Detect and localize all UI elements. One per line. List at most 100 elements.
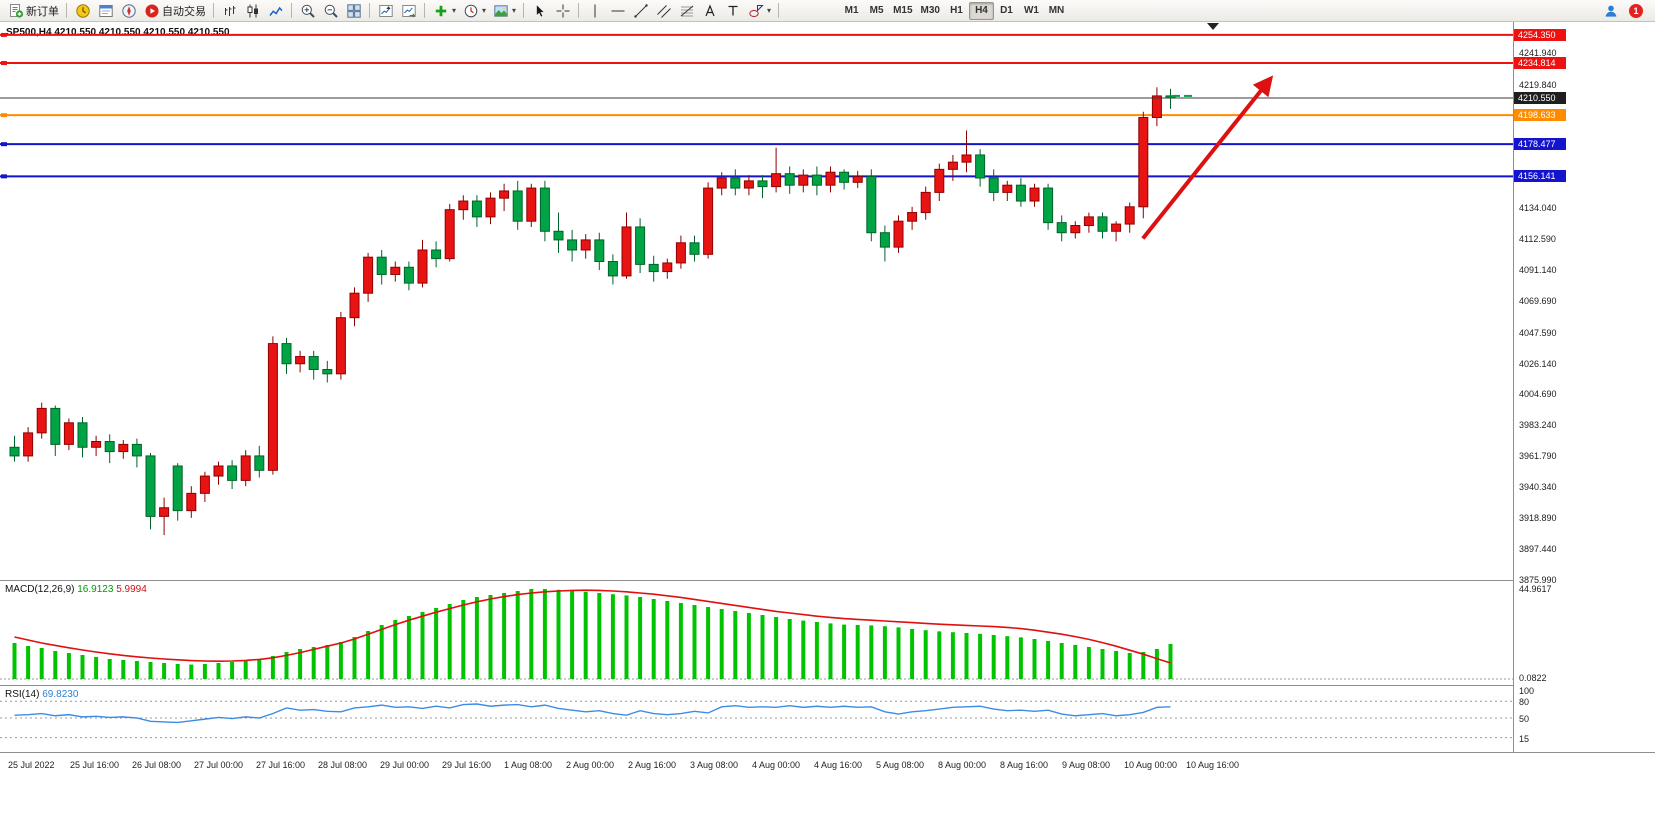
macd-bar bbox=[774, 617, 779, 679]
periods-icon bbox=[462, 2, 479, 19]
indicators-button[interactable]: ▾ bbox=[429, 1, 459, 21]
shapes-button[interactable]: ▾ bbox=[744, 1, 774, 21]
chart-shift-button[interactable] bbox=[374, 1, 397, 21]
timeframe-h1-button[interactable]: H1 bbox=[950, 5, 963, 16]
pivot-line-orange-handle[interactable] bbox=[1, 113, 7, 118]
line-chart-button[interactable] bbox=[264, 1, 287, 21]
notification-badge[interactable]: 1 bbox=[1629, 3, 1643, 18]
macd-panel[interactable]: MACD(12,26,9) 16.9123 5.9994 bbox=[0, 581, 1513, 685]
macd-bar bbox=[828, 623, 833, 679]
crosshair-button[interactable] bbox=[551, 1, 574, 21]
macd-bar bbox=[26, 646, 31, 679]
zoom-out-button[interactable] bbox=[319, 1, 342, 21]
timeframe-m15-button[interactable]: M15 bbox=[893, 5, 913, 16]
resistance-line-lower-handle[interactable] bbox=[1, 61, 7, 66]
vline-button[interactable] bbox=[583, 1, 606, 21]
resistance-line-upper-handle[interactable] bbox=[1, 32, 7, 37]
support-line-upper-handle[interactable] bbox=[1, 142, 7, 147]
time-label: 9 Aug 08:00 bbox=[1062, 760, 1111, 770]
hline-button[interactable] bbox=[606, 1, 629, 21]
main-chart-panel[interactable]: SP500,H4 4210.550 4210.550 4210.550 4210… bbox=[0, 22, 1513, 580]
candle-body bbox=[1124, 206, 1135, 225]
time-axis[interactable]: 25 Jul 2022 25 Jul 16:00 26 Jul 08:00 27 Ju… bbox=[0, 752, 1655, 778]
price-badge-resistance-line-upper: 4254.350 bbox=[1514, 28, 1566, 41]
candle-body bbox=[9, 446, 20, 457]
bar-chart-icon bbox=[221, 2, 238, 19]
trendline-button[interactable] bbox=[629, 1, 652, 21]
candlestick-chart[interactable] bbox=[0, 22, 1513, 580]
rsi-panel[interactable]: RSI(14) 69.8230 bbox=[0, 686, 1513, 752]
timeframe-w1-button[interactable]: W1 bbox=[1023, 5, 1039, 16]
candle-body bbox=[934, 168, 945, 193]
cursor-button[interactable] bbox=[528, 1, 551, 21]
candle-body bbox=[1070, 225, 1081, 234]
price-scale-label: 4026.140 bbox=[1519, 358, 1557, 369]
time-label: 27 Jul 00:00 bbox=[194, 760, 244, 770]
candle-body bbox=[308, 356, 319, 371]
auto-scroll-button[interactable] bbox=[397, 1, 420, 21]
candle-body bbox=[879, 232, 890, 248]
market-watch-button[interactable] bbox=[71, 1, 94, 21]
macd-bar bbox=[352, 637, 357, 679]
timeframe-m5-button[interactable]: M5 bbox=[869, 5, 884, 16]
periods-button[interactable]: ▾ bbox=[459, 1, 489, 21]
chart-shift-marker[interactable] bbox=[1207, 23, 1219, 30]
timeframe-h4-button[interactable]: H4 bbox=[968, 1, 994, 20]
candle-body bbox=[91, 441, 102, 448]
macd-bar bbox=[243, 661, 248, 679]
candle-body bbox=[335, 317, 346, 375]
macd-chart[interactable] bbox=[0, 581, 1513, 685]
zoom-in-button[interactable] bbox=[296, 1, 319, 21]
trend-arrow-annotation[interactable] bbox=[1141, 75, 1274, 240]
bar-chart-button[interactable] bbox=[218, 1, 241, 21]
timeframe-m1-button[interactable]: M1 bbox=[844, 5, 859, 16]
channel-icon bbox=[655, 2, 672, 19]
candle-body bbox=[621, 226, 632, 277]
support-line-lower-handle[interactable] bbox=[1, 174, 7, 179]
navigator-button[interactable] bbox=[117, 1, 140, 21]
panel-splitter-rsi[interactable] bbox=[0, 685, 1655, 686]
price-scale[interactable]: 4241.940 4219.840 4134.040 4112.590 4091.140… bbox=[1513, 22, 1655, 752]
channel-button[interactable] bbox=[652, 1, 675, 21]
panel-splitter-macd[interactable] bbox=[0, 580, 1655, 581]
macd-bar bbox=[502, 593, 507, 679]
macd-bar bbox=[230, 662, 235, 679]
candle-body bbox=[866, 176, 877, 234]
tile-windows-button[interactable] bbox=[342, 1, 365, 21]
timeframe-m30-button[interactable]: M30 bbox=[920, 5, 940, 16]
candle-body bbox=[458, 200, 469, 211]
community-button[interactable] bbox=[1599, 1, 1622, 21]
macd-bar bbox=[801, 620, 806, 679]
templates-button[interactable]: ▾ bbox=[489, 1, 519, 21]
rsi-line bbox=[14, 703, 1171, 724]
rsi-chart[interactable] bbox=[0, 686, 1513, 752]
candle-body bbox=[689, 242, 700, 255]
macd-bar bbox=[746, 613, 751, 679]
macd-bar bbox=[1059, 643, 1064, 679]
label-button[interactable] bbox=[721, 1, 744, 21]
price-scale-label: 4112.590 bbox=[1519, 234, 1556, 245]
macd-bar bbox=[991, 635, 996, 679]
text-button[interactable] bbox=[698, 1, 721, 21]
candle-body bbox=[811, 174, 822, 186]
toolbar-separator bbox=[66, 3, 67, 18]
macd-bar bbox=[869, 625, 874, 679]
toolbar-separator bbox=[213, 3, 214, 18]
macd-bar bbox=[366, 631, 371, 679]
fibonacci-button[interactable] bbox=[675, 1, 698, 21]
data-window-icon bbox=[97, 2, 114, 19]
macd-label: MACD(12,26,9) 16.9123 5.9994 bbox=[5, 584, 147, 595]
line-chart-icon bbox=[267, 2, 284, 19]
candle-chart-button[interactable] bbox=[241, 1, 264, 21]
indicators-icon bbox=[432, 2, 449, 19]
auto-trading-button[interactable]: 自动交易 bbox=[140, 1, 209, 21]
templates-icon bbox=[492, 2, 509, 19]
data-window-button[interactable] bbox=[94, 1, 117, 21]
chevron-down-icon: ▾ bbox=[482, 6, 487, 15]
candle-body bbox=[281, 343, 292, 365]
new-order-button[interactable]: 新订单 bbox=[4, 1, 62, 21]
timeframe-mn-button[interactable]: MN bbox=[1048, 5, 1065, 16]
time-label: 4 Aug 00:00 bbox=[752, 760, 801, 770]
timeframe-d1-button[interactable]: D1 bbox=[1000, 5, 1013, 16]
price-badge-support-line-upper: 4178.477 bbox=[1514, 138, 1566, 151]
